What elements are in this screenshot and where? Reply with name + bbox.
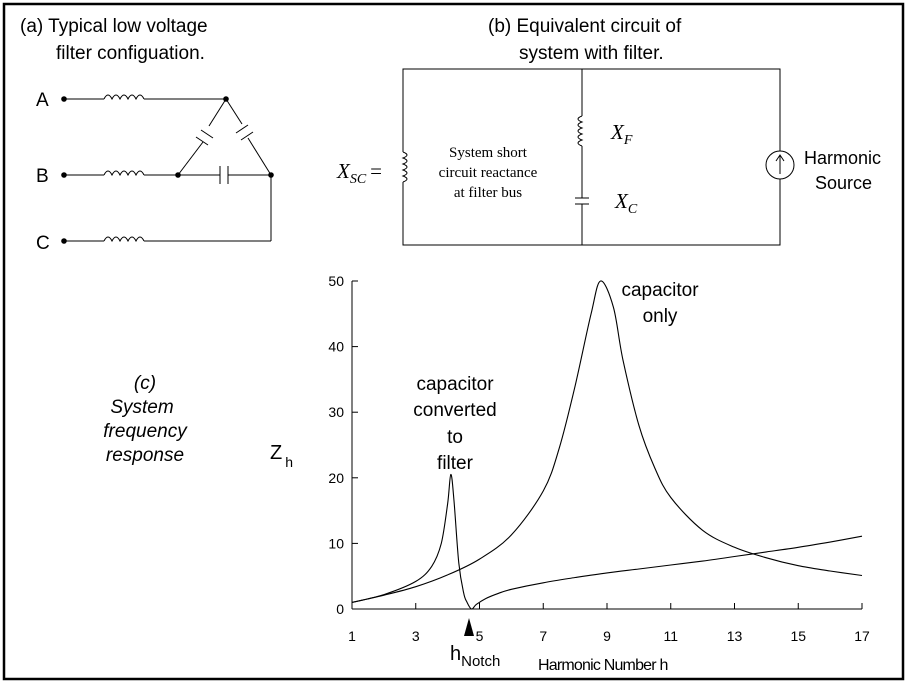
panel-b-title-line2: system with filter. xyxy=(519,43,664,64)
x-tick-label: 11 xyxy=(663,628,678,644)
panel-a-title-line1: (a) Typical low voltage xyxy=(20,16,208,37)
system-reactance-desc-line3: at filter bus xyxy=(454,185,522,201)
system-reactance-desc-line2: circuit reactance xyxy=(439,165,538,181)
x-tick-label: 7 xyxy=(539,628,547,644)
arrow-up-icon xyxy=(775,154,785,174)
system-reactance-desc-line1: System short xyxy=(449,145,528,161)
series-line-1 xyxy=(351,280,863,603)
panel-b-equivalent-circuit: (b) Equivalent circuit of system with fi… xyxy=(336,16,881,246)
delta-capacitor-bank xyxy=(175,96,274,184)
x-tick-label: 17 xyxy=(854,628,870,644)
filter-reactor-coil xyxy=(577,115,584,147)
panel-c-label-line2: System xyxy=(110,397,173,418)
x-axis-ticks: 1 3 5 7 9 11 13 15 17 xyxy=(348,603,870,644)
filter-capacitor xyxy=(575,197,589,205)
chart-series xyxy=(351,280,863,610)
notch-arrow-icon xyxy=(464,618,474,636)
y-tick-label: 40 xyxy=(328,339,344,355)
x-tick-label: 3 xyxy=(412,628,420,644)
x-tick-label: 1 xyxy=(348,628,356,644)
annotation-filter-line1: capacitor xyxy=(416,374,494,395)
notch-label: hNotch xyxy=(450,643,500,670)
annotation-filter-line4: filter xyxy=(437,453,474,474)
y-tick-label: 0 xyxy=(336,601,344,617)
panel-c-frequency-response: (c) System frequency response 0 10 20 30 40 5… xyxy=(103,273,870,674)
y-tick-label: 30 xyxy=(328,404,344,420)
annotation-filter-line3: to xyxy=(447,427,463,448)
x-axis-label: Harmonic Number h xyxy=(538,657,668,674)
y-axis-ticks: 0 10 20 30 40 50 xyxy=(328,273,358,617)
annotation-capacitor-only-line2: only xyxy=(643,306,678,327)
panel-c-label-line1: (c) xyxy=(134,373,156,394)
panel-b-title-line1: (b) Equivalent circuit of xyxy=(488,16,682,37)
xsc-label: XSC = xyxy=(336,159,382,187)
harmonic-source-label-line2: Source xyxy=(815,173,872,193)
x-tick-label: 5 xyxy=(476,628,484,644)
phase-c-line xyxy=(64,175,272,243)
annotation-filter-line2: converted xyxy=(413,400,496,421)
phase-b-label: B xyxy=(36,166,49,187)
y-tick-label: 50 xyxy=(328,273,344,289)
annotation-capacitor-only-line1: capacitor xyxy=(621,280,699,301)
series-line-2 xyxy=(351,473,863,610)
x-tick-label: 13 xyxy=(727,628,743,644)
phase-b-line xyxy=(64,170,178,177)
x-tick-label: 9 xyxy=(603,628,611,644)
system-reactance-coil xyxy=(401,151,408,183)
xf-label: XF xyxy=(610,120,633,148)
panel-c-label-line4: response xyxy=(106,445,184,466)
panel-a-filter-configuration: (a) Typical low voltage filter configuat… xyxy=(20,16,274,254)
phase-a-label: A xyxy=(36,90,49,111)
phase-a-line xyxy=(64,94,226,101)
y-tick-label: 10 xyxy=(328,535,344,551)
panel-c-label-line3: frequency xyxy=(103,421,188,442)
harmonic-source-label-line1: Harmonic xyxy=(804,148,881,168)
xc-label: XC xyxy=(614,189,638,217)
y-tick-label: 20 xyxy=(328,470,344,486)
phase-c-label: C xyxy=(36,233,50,254)
x-tick-label: 15 xyxy=(790,628,806,644)
panel-a-title-line2: filter configuation. xyxy=(56,43,205,64)
